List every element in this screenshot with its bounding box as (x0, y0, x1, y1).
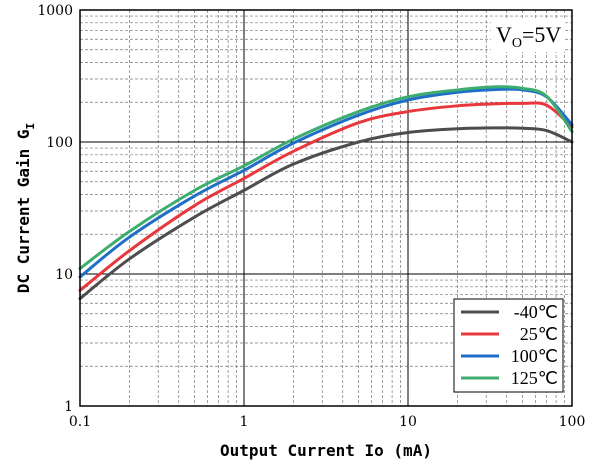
series-line (78, 87, 574, 279)
annotation-value: =5V (522, 22, 561, 47)
supply-annotation: VO=5V (491, 18, 565, 52)
series-layer (78, 85, 574, 301)
annotation-background (491, 18, 565, 52)
annotation-text: VO=5V (496, 22, 561, 51)
plot-frame (79, 9, 573, 407)
y-tick-label: 1000 (37, 3, 73, 19)
y-tick-label: 1 (64, 399, 73, 415)
y-tick-label: 100 (46, 135, 73, 151)
x-tick-label: 1 (240, 414, 249, 430)
y-axis-title-subscript: I (24, 123, 37, 130)
legend-label: 100℃ (511, 346, 558, 366)
series-line (78, 101, 574, 292)
x-tick-label: 10 (399, 414, 417, 430)
series-line (78, 85, 574, 271)
y-tick-label: 10 (55, 267, 73, 283)
legend-label: 25℃ (520, 324, 558, 344)
x-tick-label: 100 (559, 414, 586, 430)
y-axis-title-main: DC Current Gain G (14, 129, 33, 293)
legend-label: 125℃ (511, 368, 558, 388)
series-line (78, 126, 574, 301)
annotation-subscript: O (512, 36, 522, 51)
x-tick-label: 0.1 (69, 414, 91, 430)
annotation-symbol: V (496, 22, 512, 47)
x-axis-title: Output Current Io (mA) (220, 441, 432, 460)
y-axis-title: DC Current Gain GI (14, 123, 37, 293)
legend-label: -40℃ (514, 302, 558, 322)
